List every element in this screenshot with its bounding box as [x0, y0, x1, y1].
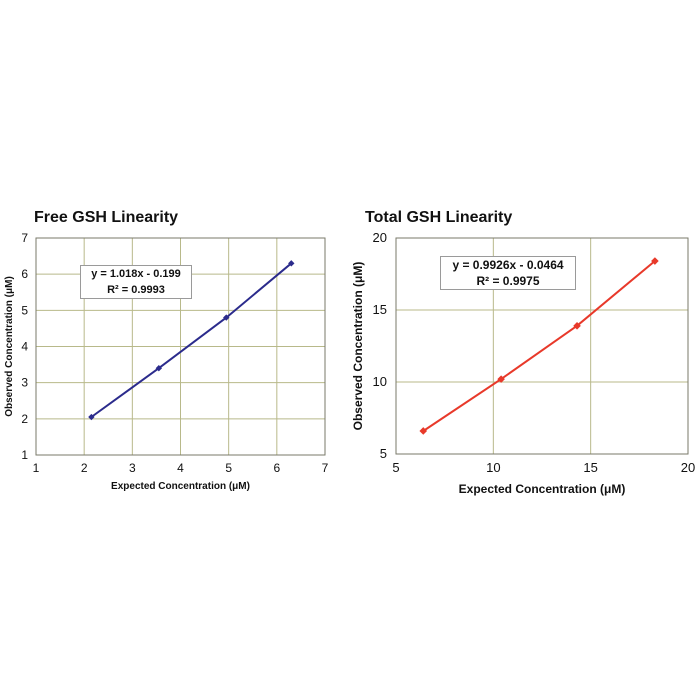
y-tick-label: 4	[21, 340, 28, 354]
x-tick-label: 10	[486, 460, 500, 475]
chart1-equation-box: y = 1.018x - 0.199 R² = 0.9993	[80, 265, 192, 299]
y-tick-label: 6	[21, 267, 28, 281]
chart2-equation-box: y = 0.9926x - 0.0464 R² = 0.9975	[440, 256, 576, 290]
data-point	[651, 257, 659, 265]
chart1-title: Free GSH Linearity	[34, 209, 179, 226]
x-tick-label: 1	[33, 461, 40, 475]
y-tick-label: 5	[21, 303, 28, 317]
data-point	[288, 260, 295, 267]
x-tick-label: 2	[81, 461, 88, 475]
plot-frame	[35, 237, 326, 456]
y-tick-label: 5	[380, 446, 387, 461]
chart2-r2: R² = 0.9975	[476, 274, 540, 288]
chart2-equation: y = 0.9926x - 0.0464	[452, 258, 564, 272]
x-axis-label: Expected Concentration (μM)	[111, 481, 250, 492]
y-tick-label: 15	[373, 302, 387, 317]
x-tick-label: 7	[322, 461, 329, 475]
x-tick-label: 15	[583, 460, 597, 475]
chart1-r2: R² = 0.9993	[107, 284, 165, 296]
series-line	[90, 262, 292, 418]
y-tick-label: 20	[373, 230, 387, 245]
plot-frame	[395, 237, 689, 455]
x-tick-label: 5	[392, 460, 399, 475]
x-tick-label: 4	[177, 461, 184, 475]
y-axis-label: Observed Concentration (μM)	[4, 276, 15, 417]
x-tick-label: 20	[681, 460, 695, 475]
data-point	[155, 365, 163, 372]
x-tick-label: 3	[129, 461, 136, 475]
x-tick-label: 5	[225, 461, 232, 475]
chart1-equation: y = 1.018x - 0.199	[91, 268, 181, 280]
data-point	[573, 322, 581, 330]
y-axis-label: Observed Concentration (μM)	[351, 262, 365, 431]
x-axis-label: Expected Concentration (μM)	[459, 482, 626, 496]
data-point	[88, 413, 95, 421]
y-tick-label: 10	[373, 374, 387, 389]
data-point	[223, 314, 230, 321]
data-point	[497, 375, 505, 383]
y-tick-label: 2	[21, 412, 28, 426]
chart2-group: 5 10 15 20 5 10 15 20 Expected Concentration (μM…	[351, 230, 695, 496]
y-tick-label: 3	[21, 376, 28, 390]
series-line	[422, 260, 656, 432]
chart2-title: Total GSH Linearity	[365, 209, 513, 226]
x-tick-label: 6	[273, 461, 280, 475]
y-tick-label: 7	[21, 231, 28, 245]
y-tick-label: 1	[21, 448, 28, 462]
data-point	[419, 427, 428, 435]
